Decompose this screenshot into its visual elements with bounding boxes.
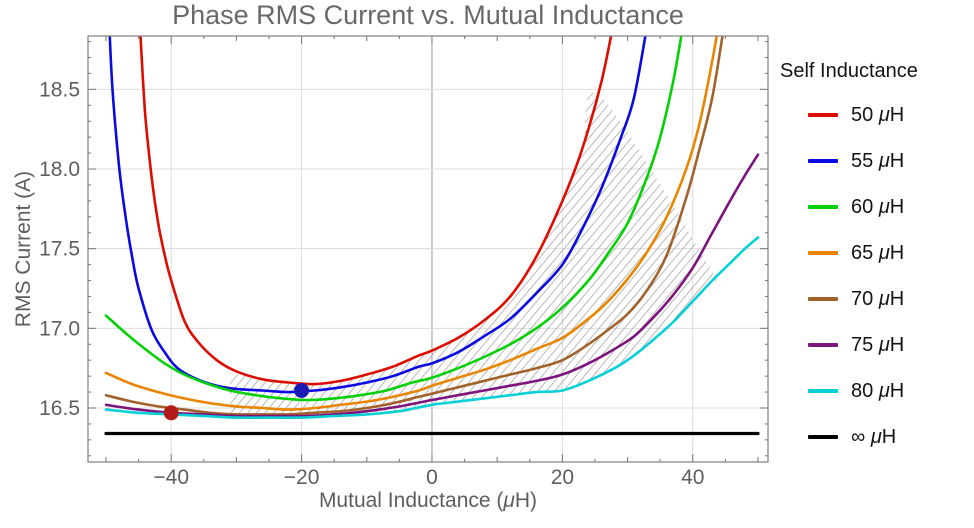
legend-items: 50 μH 55 μH 60 μH 65 μH 70 μH 75 μH 80 μH ∞ μH (780, 92, 974, 460)
legend-title: Self Inductance (780, 60, 918, 82)
legend-item-65uh: 65 μH (780, 230, 974, 276)
legend-item-75uh: 75 μH (780, 322, 974, 368)
y-tick-label: 17.0 (39, 317, 80, 340)
legend-swatch-60uh (808, 205, 838, 209)
legend-swatch-80uh (808, 389, 838, 393)
y-tick-label: 18.5 (39, 78, 80, 101)
legend-item-label: 50 μH (851, 103, 905, 126)
y-tick-label: 16.5 (39, 397, 80, 420)
legend-swatch-inf (808, 435, 838, 439)
x-tick-label: 40 (681, 466, 704, 489)
axis-ticks (88, 36, 768, 462)
curve-75uh (104, 153, 760, 418)
legend-item-label: 60 μH (851, 195, 905, 218)
marker-red-dot (163, 405, 179, 421)
x-axis-label: Mutual Inductance (μH) (318, 489, 538, 512)
x-tick-label: 0 (426, 466, 438, 489)
legend-item-label: 70 μH (851, 287, 905, 310)
legend-swatch-50uh (808, 113, 838, 117)
curve-60uh (104, 36, 683, 402)
y-axis-label: RMS Current (A) (12, 170, 35, 328)
legend-item-label: ∞ μH (851, 425, 897, 448)
legend-item-inf: ∞ μH (780, 414, 974, 460)
legend-item-50uh: 50 μH (780, 92, 974, 138)
legend-item-label: 75 μH (851, 333, 905, 356)
y-tick-label: 17.5 (39, 238, 80, 261)
curve-55uh (108, 36, 647, 394)
x-tick-label: 20 (551, 466, 574, 489)
curve-50uh (139, 36, 613, 386)
legend-item-80uh: 80 μH (780, 368, 974, 414)
legend-item-70uh: 70 μH (780, 276, 974, 322)
marker-blue-dot (294, 382, 310, 398)
curve-65uh (104, 36, 718, 411)
curves (104, 36, 760, 436)
y-tick-label: 18.0 (39, 158, 80, 181)
curve-80uh (104, 236, 760, 419)
legend-item-60uh: 60 μH (780, 184, 974, 230)
x-tick-label: −40 (153, 466, 189, 489)
legend-item-label: 80 μH (851, 379, 905, 402)
x-tick-label: −20 (284, 466, 320, 489)
legend-swatch-65uh (808, 251, 838, 255)
legend-item-label: 55 μH (851, 149, 905, 172)
legend-item-label: 65 μH (851, 241, 905, 264)
legend-swatch-55uh (808, 159, 838, 163)
curve-70uh (104, 36, 724, 416)
legend: Self Inductance 50 μH 55 μH 60 μH 65 μH 70 μ… (780, 60, 974, 460)
legend-item-55uh: 55 μH (780, 138, 974, 184)
tick-labels: −40 −20 0 20 40 16.5 17.0 17.5 18.0 18.5 (39, 78, 704, 489)
legend-swatch-70uh (808, 297, 838, 301)
plot-title: Phase RMS Current vs. Mutual Inductance (172, 0, 684, 30)
legend-swatch-75uh (808, 343, 838, 347)
